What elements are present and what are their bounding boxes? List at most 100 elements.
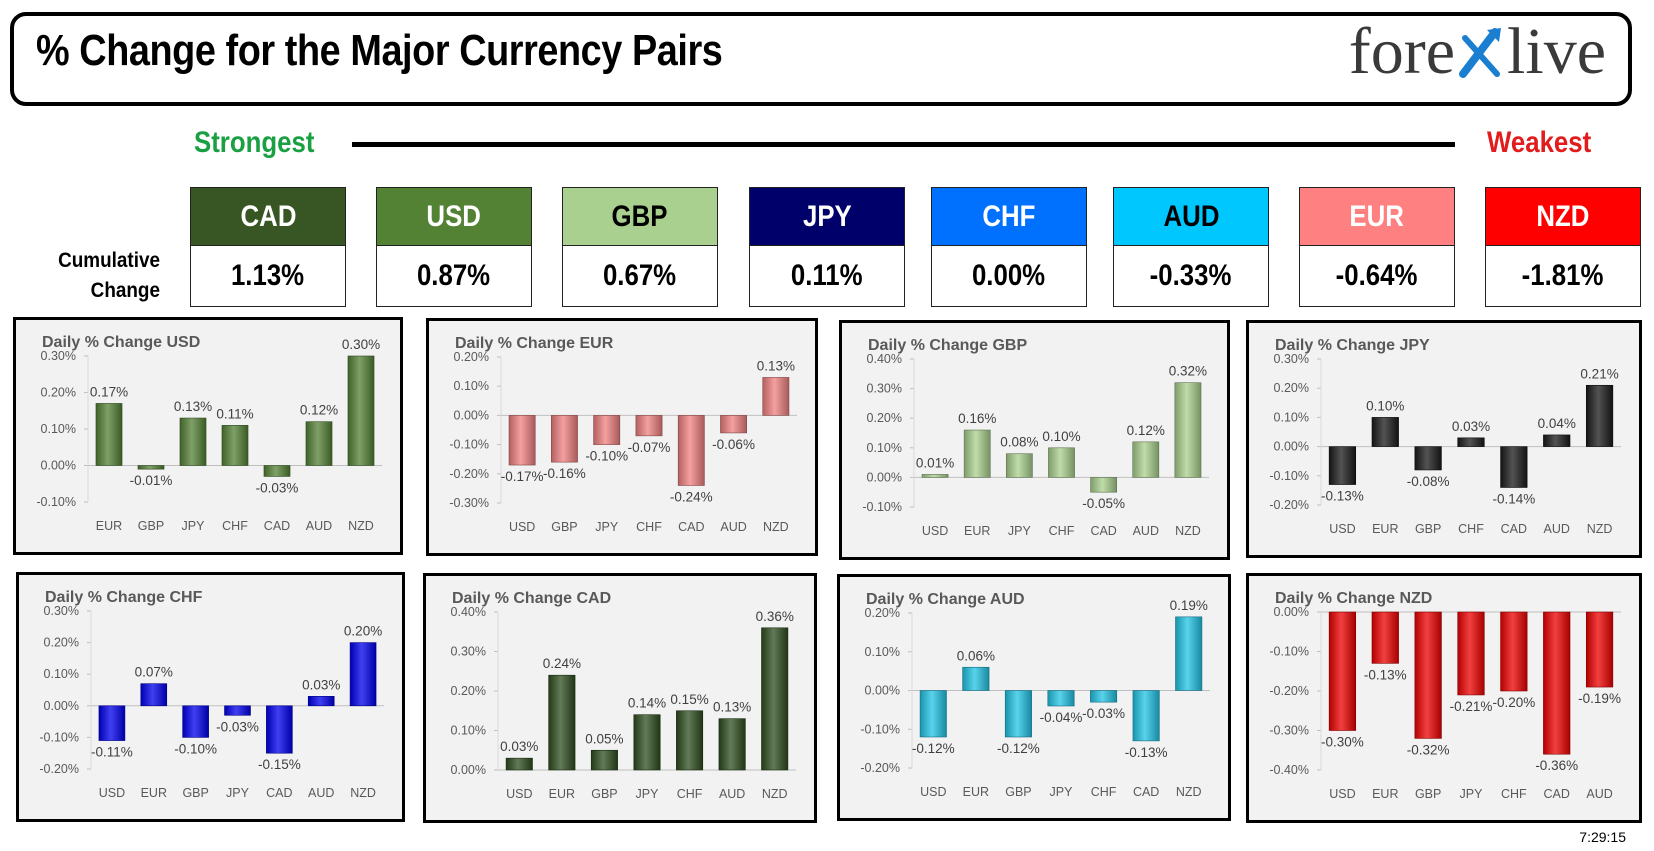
data-label: -0.14% [1492, 491, 1535, 506]
chart-svg-eur: 0.20% 0.10% 0.00% -0.10% -0.20% -0.30% -0.17% U… [449, 350, 797, 534]
chart-panel-chf: 0.30% 0.20% 0.10% 0.00% -0.10% -0.20% -0.11% US… [16, 572, 405, 822]
weakest-label: Weakest [1487, 126, 1592, 159]
y-tick-label: 0.30% [867, 382, 902, 396]
chart-title: Daily % Change CHF [45, 589, 203, 606]
tile-currency: GBP [563, 188, 717, 246]
chart-panel-cad: 0.40% 0.30% 0.20% 0.10% 0.00% 0.03% USD 0.24% EU… [423, 573, 817, 823]
x-tick-label: CHF [222, 519, 248, 533]
chart-title: Daily % Change GBP [868, 337, 1028, 354]
data-label: -0.19% [1578, 691, 1621, 706]
x-tick-label: NZD [763, 520, 789, 534]
x-tick-label: JPY [1050, 785, 1074, 799]
x-tick-label: CHF [636, 520, 662, 534]
data-label: -0.12% [912, 741, 955, 756]
tile-gbp: GBP 0.67% [562, 187, 718, 307]
data-label: 0.01% [916, 455, 954, 470]
bar [1543, 611, 1571, 755]
logo-text-right: live [1507, 15, 1606, 88]
x-tick-label: EUR [1372, 522, 1398, 536]
y-tick-label: -0.10% [36, 495, 76, 509]
y-tick-label: 0.40% [867, 352, 902, 366]
data-label: -0.32% [1407, 742, 1450, 757]
bar [590, 749, 618, 771]
tile-value: 0.00% [972, 259, 1046, 292]
cumulative-label-line2: Change [90, 279, 160, 302]
x-tick-label: AUD [308, 786, 334, 800]
x-tick-label: NZD [1587, 522, 1613, 536]
y-tick-label: 0.20% [1274, 381, 1309, 395]
y-tick-label: 0.20% [865, 606, 900, 620]
strongest-label: Strongest [194, 126, 315, 159]
data-label: 0.20% [344, 624, 382, 639]
bar [919, 690, 947, 738]
y-tick-label: 0.00% [44, 699, 79, 713]
x-tick-label: EUR [963, 785, 989, 799]
y-tick-label: -0.10% [860, 722, 900, 736]
y-tick-label: 0.00% [41, 459, 76, 473]
bar [224, 705, 251, 716]
y-tick-label: -0.20% [449, 467, 489, 481]
data-label: -0.03% [216, 719, 259, 734]
bar [548, 674, 576, 771]
bar [1004, 690, 1032, 738]
data-label: 0.36% [756, 609, 794, 624]
bar [1543, 434, 1571, 447]
x-tick-label: GBP [1415, 787, 1441, 801]
data-label: -0.13% [1364, 667, 1407, 682]
bar [98, 705, 126, 741]
data-label: -0.10% [585, 449, 628, 464]
bar [635, 415, 663, 437]
y-tick-label: -0.30% [1269, 724, 1309, 738]
data-label: -0.05% [1082, 496, 1125, 511]
data-label: -0.07% [628, 440, 671, 455]
x-tick-label: USD [1329, 522, 1355, 536]
data-label: 0.19% [1170, 598, 1208, 613]
tile-usd: USD 0.87% [376, 187, 532, 307]
forexlive-logo: fore live [1349, 14, 1606, 90]
bar [676, 710, 704, 771]
y-tick-label: 0.00% [451, 763, 486, 777]
data-label: 0.04% [1538, 416, 1576, 431]
x-tick-label: GBP [182, 786, 208, 800]
bar [1371, 611, 1399, 664]
x-tick-label: GBP [591, 787, 617, 801]
data-label: 0.06% [957, 648, 995, 663]
y-tick-label: -0.20% [1269, 498, 1309, 512]
chart-svg-jpy: 0.30% 0.20% 0.10% 0.00% -0.10% -0.20% -0.13% US… [1269, 352, 1621, 536]
bar [263, 465, 291, 477]
y-tick-label: 0.10% [1274, 410, 1309, 424]
bar [1047, 690, 1075, 707]
chart-panel-eur: 0.20% 0.10% 0.00% -0.10% -0.20% -0.30% -0.17% U… [426, 318, 818, 556]
chart-svg-nzd: 0.00% -0.10% -0.20% -0.30% -0.40% -0.30% USD -0… [1269, 605, 1621, 801]
y-tick-label: 0.00% [867, 470, 902, 484]
x-tick-label: USD [922, 524, 948, 538]
x-tick-label: CAD [266, 786, 292, 800]
data-label: 0.08% [1000, 435, 1038, 450]
y-tick-label: 0.30% [44, 604, 79, 618]
data-label: 0.17% [90, 384, 128, 399]
x-tick-label: EUR [1372, 787, 1398, 801]
y-tick-label: -0.30% [449, 496, 489, 510]
bar [1500, 446, 1528, 488]
bar [347, 355, 375, 466]
x-tick-label: NZD [1176, 785, 1202, 799]
bar [1500, 611, 1528, 692]
bar [551, 415, 578, 463]
ranking-divider [352, 142, 1455, 147]
chart-title: Daily % Change EUR [455, 335, 614, 352]
bar [1132, 441, 1160, 478]
x-tick-label: JPY [595, 520, 619, 534]
bar [1090, 477, 1118, 493]
bar [1005, 453, 1033, 478]
y-tick-label: 0.40% [451, 605, 486, 619]
data-label: 0.16% [958, 411, 996, 426]
x-tick-label: JPY [182, 519, 206, 533]
x-tick-label: GBP [1415, 522, 1441, 536]
tile-value: 0.87% [417, 259, 491, 292]
data-label: 0.14% [628, 696, 666, 711]
data-label: 0.03% [500, 739, 538, 754]
data-label: -0.03% [256, 480, 299, 495]
data-label: 0.13% [713, 700, 751, 715]
tile-currency: NZD [1486, 188, 1640, 246]
data-label: 0.13% [174, 399, 212, 414]
